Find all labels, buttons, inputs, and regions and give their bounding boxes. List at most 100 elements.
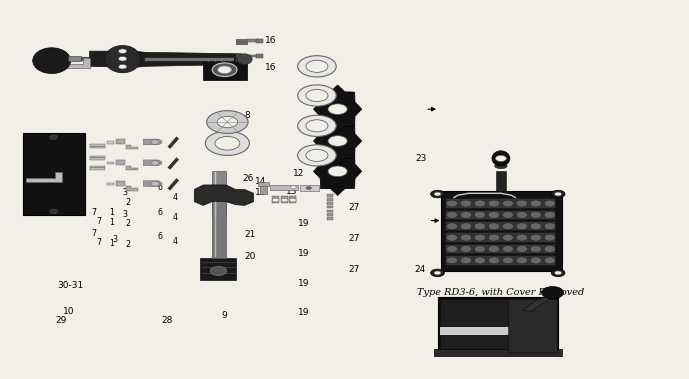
Circle shape — [306, 120, 328, 132]
Bar — [236, 54, 247, 59]
Bar — [212, 171, 226, 217]
Circle shape — [531, 224, 541, 229]
Bar — [441, 191, 562, 271]
Circle shape — [517, 246, 526, 252]
Text: 2: 2 — [125, 198, 130, 207]
Bar — [434, 349, 562, 356]
Circle shape — [210, 266, 227, 276]
Bar — [23, 133, 85, 215]
Polygon shape — [524, 296, 551, 312]
Circle shape — [489, 224, 499, 229]
Bar — [90, 157, 105, 158]
Text: 19: 19 — [298, 308, 309, 317]
Text: 30-31: 30-31 — [57, 280, 83, 290]
Circle shape — [555, 271, 562, 275]
Text: 16: 16 — [265, 63, 276, 72]
Circle shape — [475, 246, 485, 252]
Circle shape — [545, 201, 555, 206]
Circle shape — [495, 155, 506, 161]
Bar — [440, 299, 508, 352]
Circle shape — [306, 89, 328, 102]
Circle shape — [545, 235, 555, 240]
Bar — [258, 182, 269, 186]
Polygon shape — [143, 160, 162, 166]
Text: 6: 6 — [157, 208, 162, 217]
Circle shape — [461, 258, 471, 263]
Circle shape — [531, 235, 541, 240]
Circle shape — [503, 201, 513, 206]
Bar — [327, 217, 333, 220]
Text: 7: 7 — [96, 217, 101, 226]
Circle shape — [281, 198, 288, 202]
Text: 6: 6 — [157, 183, 162, 192]
Bar — [327, 206, 333, 208]
Circle shape — [447, 235, 457, 240]
Circle shape — [461, 201, 471, 206]
Circle shape — [545, 212, 555, 218]
Text: 3: 3 — [112, 235, 117, 244]
Bar — [107, 162, 114, 164]
Text: 16: 16 — [265, 36, 276, 45]
Bar — [90, 167, 105, 168]
Circle shape — [517, 224, 526, 229]
Bar — [236, 39, 247, 44]
Bar — [300, 185, 319, 191]
Polygon shape — [126, 166, 138, 170]
Circle shape — [503, 258, 513, 263]
Text: 24: 24 — [415, 265, 426, 274]
Circle shape — [542, 287, 564, 299]
Text: 2: 2 — [125, 219, 130, 228]
Circle shape — [503, 235, 513, 240]
Text: 4: 4 — [172, 213, 177, 222]
Circle shape — [489, 235, 499, 240]
Text: 28: 28 — [162, 316, 173, 325]
Circle shape — [119, 64, 127, 69]
Circle shape — [298, 56, 336, 77]
Circle shape — [306, 60, 328, 72]
Circle shape — [431, 269, 444, 277]
Text: 19: 19 — [298, 279, 309, 288]
Circle shape — [461, 212, 471, 218]
Circle shape — [431, 190, 444, 198]
Circle shape — [151, 161, 159, 165]
Bar — [90, 146, 105, 147]
Text: 20: 20 — [244, 252, 256, 262]
Circle shape — [475, 212, 485, 218]
Text: 3: 3 — [123, 210, 127, 219]
Bar — [260, 186, 267, 194]
Circle shape — [531, 246, 541, 252]
Circle shape — [461, 246, 471, 252]
Circle shape — [555, 192, 562, 196]
Text: SQUARE D: SQUARE D — [455, 340, 482, 345]
Text: 7: 7 — [96, 238, 101, 247]
Text: 10: 10 — [63, 307, 74, 316]
Circle shape — [489, 246, 499, 252]
Bar — [281, 196, 288, 203]
Bar — [496, 171, 506, 191]
Bar — [446, 222, 555, 230]
Polygon shape — [313, 147, 362, 196]
Bar — [90, 144, 105, 148]
Text: 23: 23 — [415, 154, 427, 163]
Text: 27: 27 — [349, 233, 360, 243]
Bar — [256, 54, 263, 58]
Circle shape — [461, 224, 471, 229]
Bar — [446, 199, 555, 208]
Bar — [107, 183, 114, 185]
Bar — [145, 58, 234, 61]
Polygon shape — [45, 58, 90, 68]
Text: 14: 14 — [254, 177, 266, 186]
Circle shape — [50, 135, 58, 139]
Polygon shape — [126, 186, 138, 191]
Circle shape — [205, 131, 249, 155]
Text: 7: 7 — [92, 229, 96, 238]
Circle shape — [489, 201, 499, 206]
Text: 13: 13 — [287, 187, 298, 196]
Text: 3: 3 — [123, 188, 127, 197]
Circle shape — [545, 246, 555, 252]
Bar — [289, 196, 296, 203]
Text: 29: 29 — [55, 316, 66, 325]
Circle shape — [517, 258, 526, 263]
Circle shape — [475, 258, 485, 263]
Polygon shape — [194, 185, 254, 205]
